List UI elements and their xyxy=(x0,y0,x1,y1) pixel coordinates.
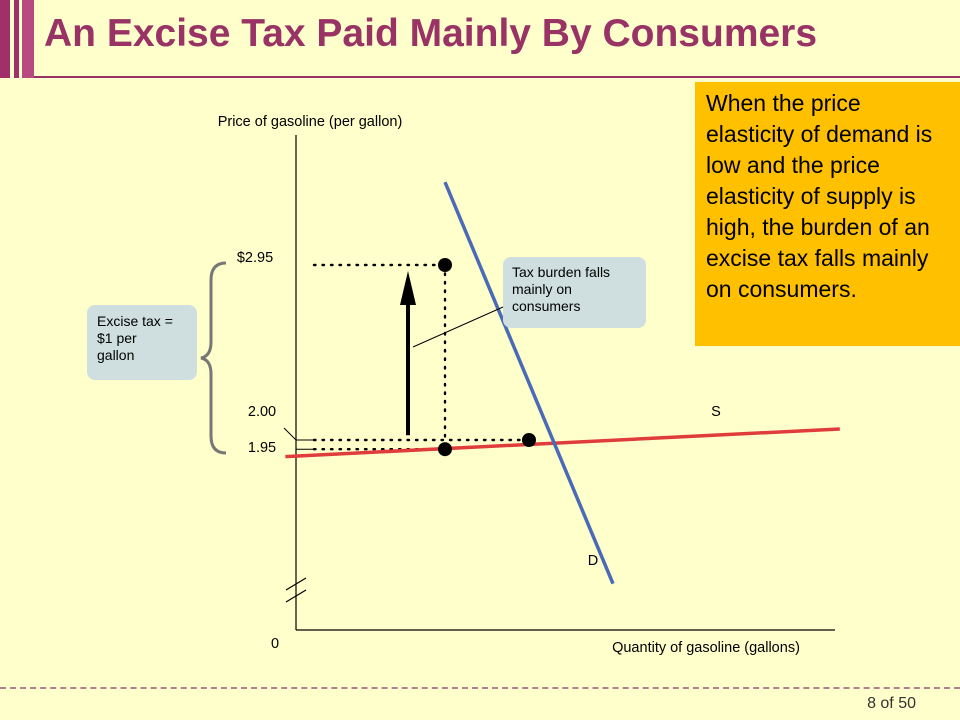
title-underline xyxy=(34,76,960,78)
slide-title: An Excise Tax Paid Mainly By Consumers xyxy=(44,12,818,55)
title-decoration-bar xyxy=(14,0,19,78)
footer-divider xyxy=(0,687,960,689)
supply-curve xyxy=(285,427,840,459)
axis-break-mark xyxy=(285,589,307,603)
y-axis-label: Price of gasoline (per gallon) xyxy=(218,114,403,130)
annotation-leader xyxy=(412,306,504,348)
excise-tax-box xyxy=(87,305,197,380)
supply-label: S xyxy=(711,404,721,420)
y-tick-label-2-00: 2.00 xyxy=(248,404,276,420)
producer-price-point xyxy=(438,442,452,457)
y-tick-label-1-95: 1.95 xyxy=(248,440,276,456)
title-decoration-bar xyxy=(0,0,10,78)
burden-annotation-box xyxy=(503,257,646,328)
page-number: 8 of 50 xyxy=(867,695,916,712)
demand-curve xyxy=(443,181,615,585)
demand-label: D xyxy=(588,553,598,569)
x-axis-label: Quantity of gasoline (gallons) xyxy=(612,640,800,656)
excise-tax-brace xyxy=(200,261,227,455)
origin-label: 0 xyxy=(271,636,279,652)
equilibrium-point xyxy=(522,433,536,447)
excise-tax-label: Excise tax = $1 per gallon xyxy=(97,313,177,363)
consumer-price-point xyxy=(438,258,452,273)
y-tick-label-2-95: $2.95 xyxy=(237,250,273,266)
title-decoration-bar xyxy=(22,0,34,78)
explanation-callout: When the price elasticity of demand is l… xyxy=(695,82,960,346)
burden-annotation-text: Tax burden falls mainly on consumers xyxy=(512,264,614,314)
tick-leader xyxy=(283,427,297,441)
axis-break-mark xyxy=(285,577,307,591)
tax-arrow-head xyxy=(400,271,416,306)
